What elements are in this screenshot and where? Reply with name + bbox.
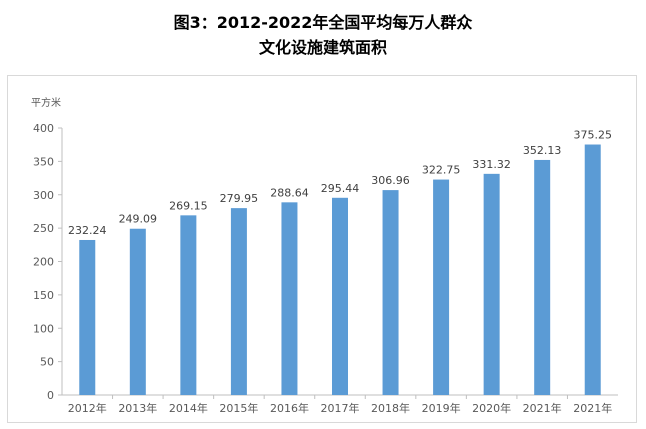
bar-value-label: 269.15: [169, 199, 208, 212]
x-tick-label: 2020年: [472, 401, 511, 415]
y-tick-label: 150: [33, 289, 54, 302]
y-tick-label: 250: [33, 222, 54, 235]
bar-value-label: 279.95: [220, 192, 259, 205]
bar: [483, 173, 500, 395]
y-tick-label: 50: [40, 356, 54, 369]
bar-value-label: 375.25: [573, 129, 612, 142]
bar: [180, 215, 197, 395]
bar: [382, 190, 399, 395]
x-tick-label: 2017年: [321, 401, 360, 415]
bar-value-label: 295.44: [321, 182, 360, 195]
bar: [79, 239, 96, 395]
x-tick-label: 2021年: [523, 401, 562, 415]
bar: [534, 159, 551, 395]
x-tick-label: 2012年: [68, 401, 107, 415]
bar: [230, 208, 247, 395]
bar-value-label: 352.13: [523, 144, 562, 157]
y-tick-label: 300: [33, 189, 54, 202]
bar: [584, 144, 601, 395]
y-tick-label: 400: [33, 122, 54, 135]
x-tick-label: 2019年: [422, 401, 461, 415]
y-tick-label: 200: [33, 256, 54, 269]
bar-value-label: 322.75: [422, 164, 461, 177]
bar-value-label: 331.32: [472, 158, 511, 171]
chart-title-line-2: 文化设施建筑面积: [258, 38, 387, 57]
x-tick-label: 2014年: [169, 401, 208, 415]
y-tick-label: 0: [47, 389, 54, 402]
x-tick-label: 2013年: [118, 401, 157, 415]
y-tick-label: 350: [33, 155, 54, 168]
x-tick-label: 2016年: [270, 401, 309, 415]
chart-title: 图3：2012-2022年全国平均每万人群众 文化设施建筑面积: [0, 10, 646, 60]
bar: [332, 197, 348, 395]
bar-value-label: 288.64: [270, 186, 309, 199]
bar-value-label: 249.09: [119, 213, 158, 226]
y-axis-unit-label: 平方米: [31, 96, 61, 109]
x-tick-label: 2021年: [573, 401, 612, 415]
bar-value-label: 306.96: [371, 174, 410, 187]
x-tick-label: 2018年: [371, 401, 410, 415]
bar: [129, 228, 146, 395]
y-tick-label: 100: [33, 322, 54, 335]
chart-frame: [7, 75, 637, 423]
x-tick-label: 2015年: [219, 401, 258, 415]
chart-title-line-1: 图3：2012-2022年全国平均每万人群众: [173, 13, 473, 32]
bar-value-label: 232.24: [68, 224, 107, 237]
bar: [281, 202, 298, 395]
bar: [433, 179, 450, 395]
